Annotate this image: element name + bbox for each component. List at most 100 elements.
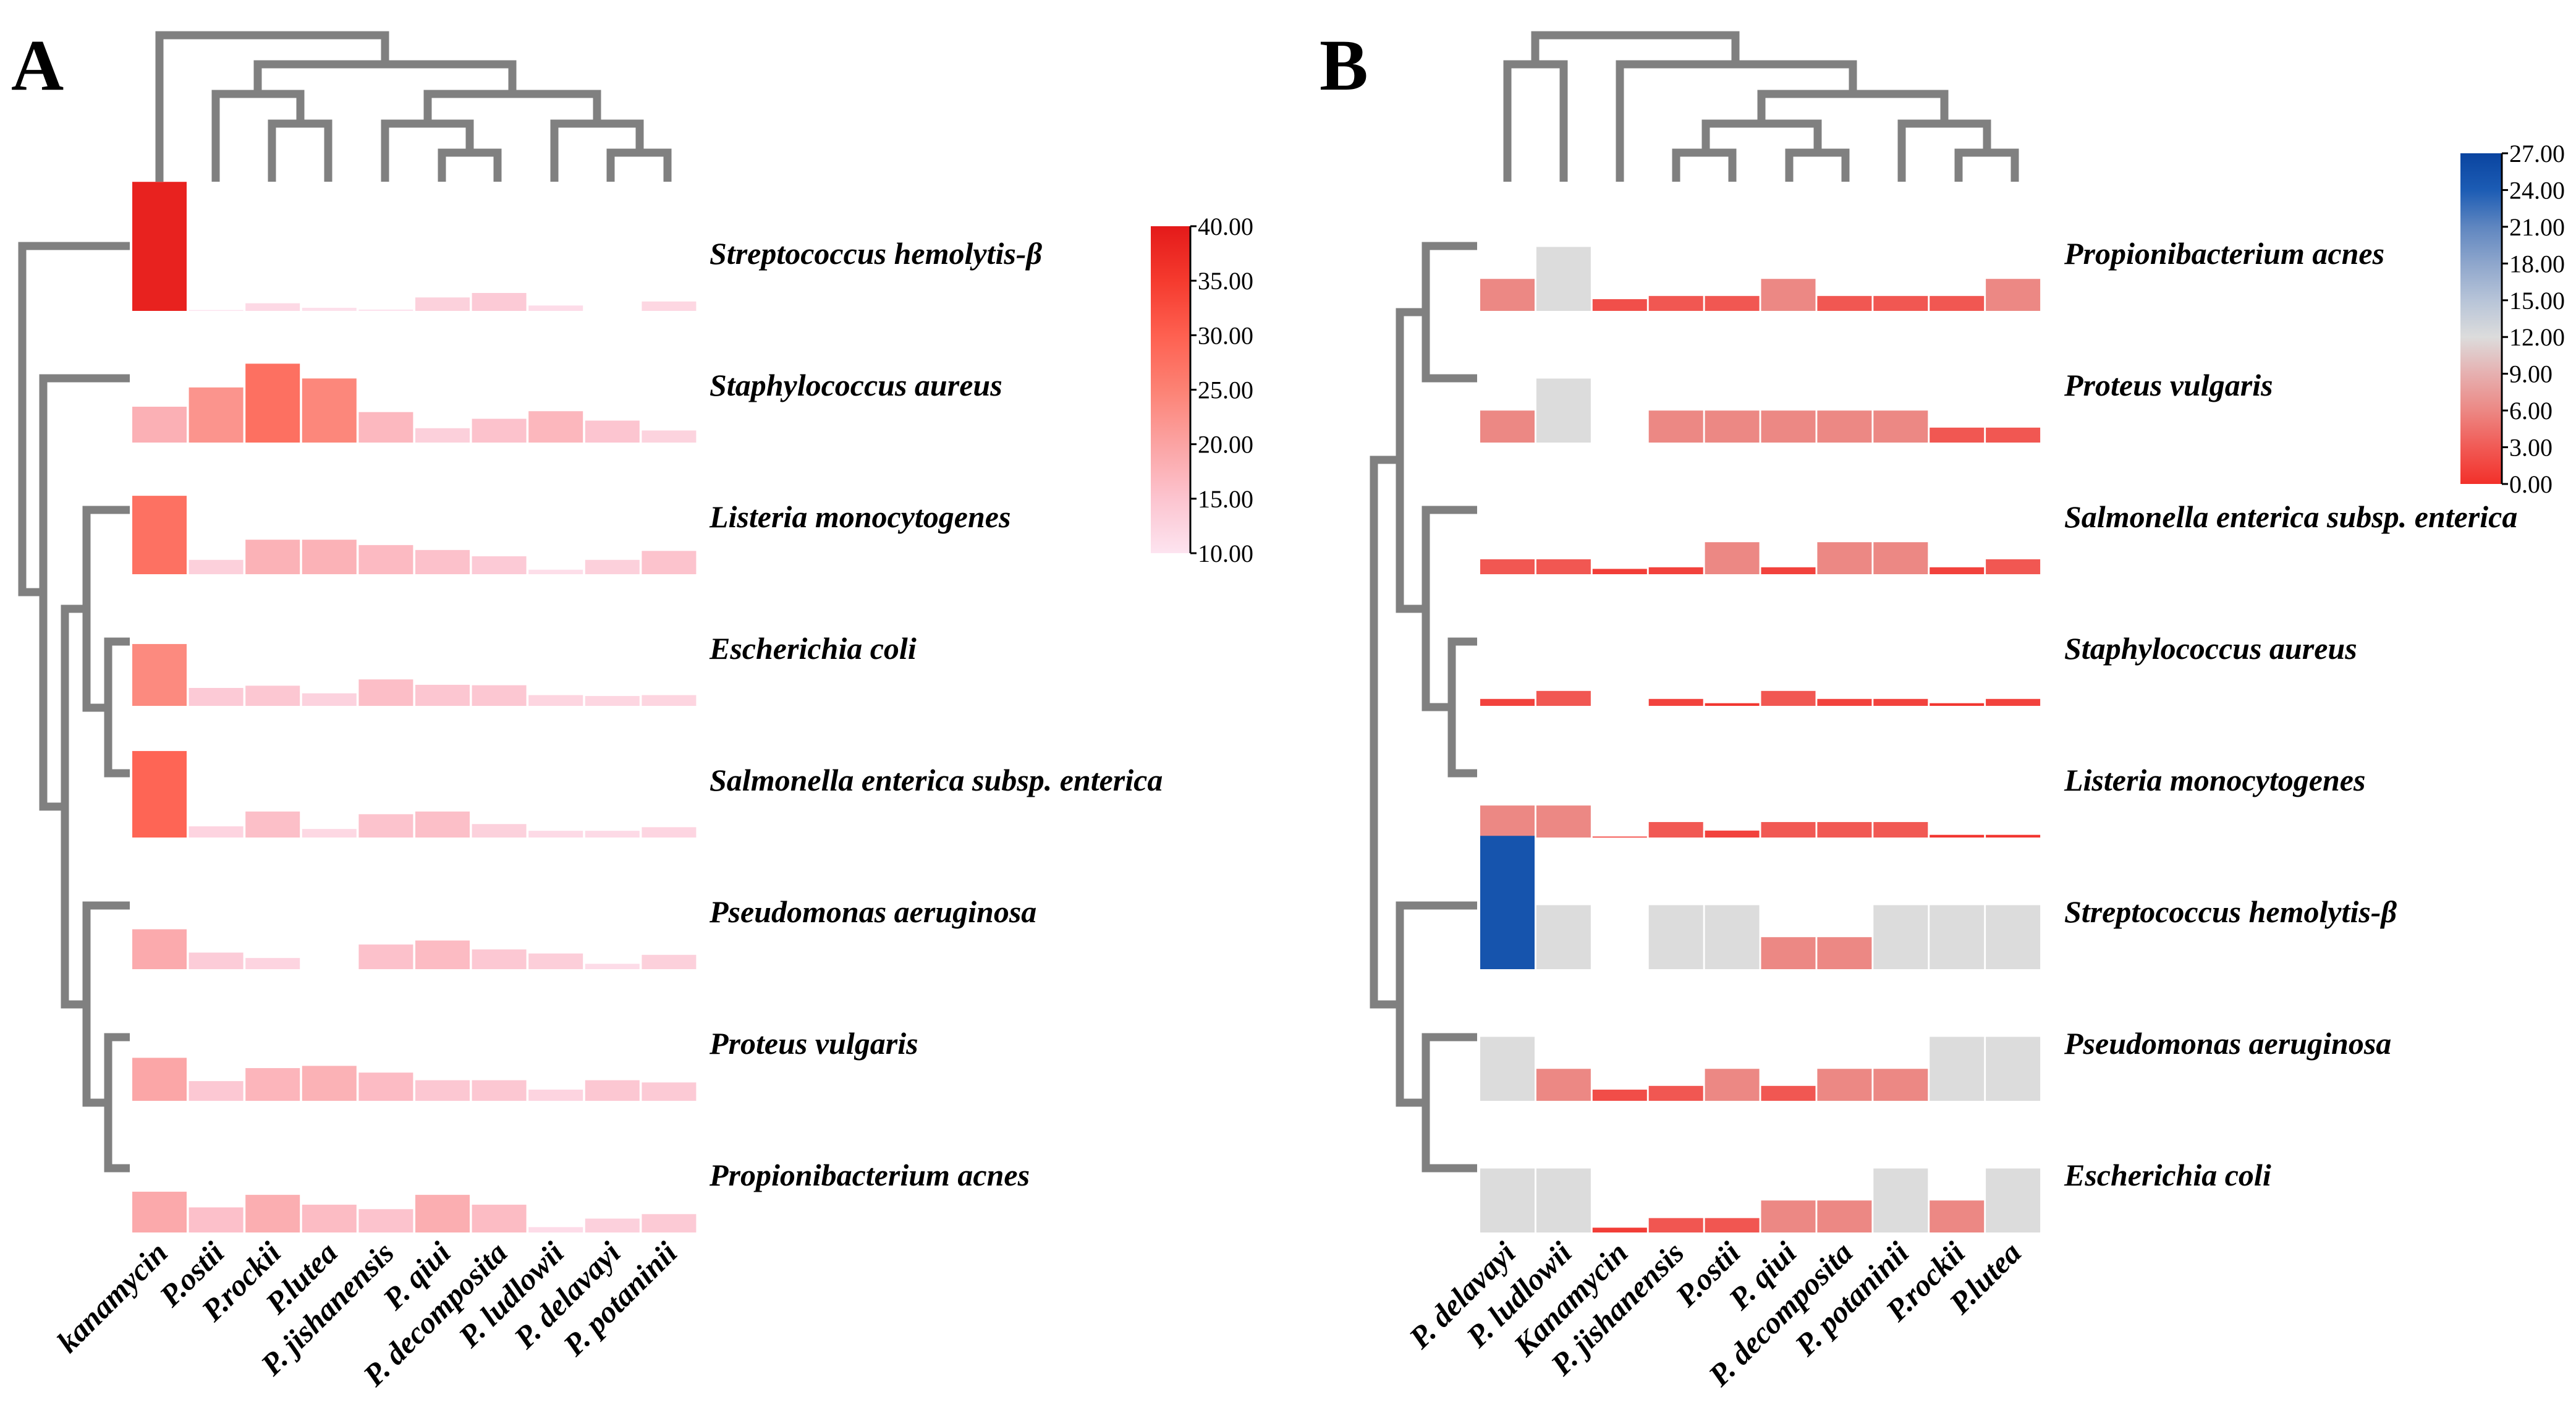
panel-b-row-dendrogram [1370, 242, 1477, 1173]
heatmap-row [132, 182, 697, 311]
heatmap-bar [415, 1195, 470, 1232]
dendro-branch [381, 119, 474, 182]
heatmap-bar [1873, 1168, 1928, 1232]
heatmap-bar [1930, 834, 1985, 838]
heatmap-bar [1705, 905, 1760, 969]
colorbar-gradient [1151, 226, 1190, 553]
heatmap-bar [1648, 1218, 1703, 1232]
heatmap-bar [245, 1068, 300, 1101]
heatmap-bar [1930, 567, 1985, 574]
heatmap-bar [472, 293, 527, 311]
heatmap-bar [1817, 821, 1872, 838]
dendro-branch [1396, 901, 1477, 1107]
heatmap-bar [132, 1192, 187, 1232]
dendro-branch [104, 637, 130, 778]
heatmap-bar [1592, 299, 1647, 311]
dendro-branch [423, 90, 601, 124]
heatmap-bar [358, 814, 413, 838]
colorbar-tick-label: 35.00 [1198, 267, 1253, 295]
heatmap-row [1480, 378, 2041, 443]
heatmap-row [132, 1058, 697, 1101]
row-label: Escherichia coli [709, 631, 917, 666]
heatmap-bar [472, 418, 527, 443]
row-label: Proteus vulgaris [709, 1026, 918, 1061]
row-label: Staphylococcus aureus [710, 368, 1002, 402]
heatmap-bar [1480, 805, 1535, 838]
heatmap-bar [1873, 295, 1928, 311]
heatmap-bar [1817, 1069, 1872, 1101]
heatmap-bar [1592, 569, 1647, 574]
heatmap-bar [642, 954, 697, 969]
heatmap-bar [245, 363, 300, 443]
heatmap-bar [528, 305, 583, 311]
heatmap-bar [528, 953, 583, 969]
panel-b-column-dendrogram [1503, 31, 2019, 182]
colorbar-tick-label: 18.00 [2509, 250, 2565, 278]
heatmap-bar [1648, 295, 1703, 311]
heatmap-bar [132, 751, 187, 838]
colorbar-tick-label: 6.00 [2509, 397, 2553, 425]
heatmap-bar [642, 551, 697, 574]
heatmap-bar [415, 684, 470, 706]
heatmap-bar [1705, 1069, 1760, 1101]
heatmap-bar [585, 964, 640, 969]
heatmap-bar [358, 412, 413, 443]
dendro-branch [211, 90, 305, 182]
heatmap-bar [1817, 1200, 1872, 1232]
heatmap-bar [1648, 698, 1703, 706]
heatmap-bar [1930, 1037, 1985, 1101]
dendro-branch [1897, 119, 1991, 182]
heatmap-bar [1986, 427, 2041, 443]
heatmap-row [1480, 805, 2041, 838]
heatmap-bar [1480, 698, 1535, 706]
heatmap-bar [472, 556, 527, 574]
colorbar-tick-label: 25.00 [1198, 376, 1253, 404]
heatmap-bar [472, 685, 527, 706]
colorbar-tick-label: 27.00 [2509, 140, 2565, 168]
colorbar-tick-label: 15.00 [2509, 287, 2565, 315]
dendro-branch [1396, 308, 1426, 613]
heatmap-bar [415, 549, 470, 574]
heatmap-bar [189, 310, 244, 311]
heatmap-bar [1480, 279, 1535, 311]
row-label: Propionibacterium acnes [709, 1158, 1030, 1192]
heatmap-bar [585, 831, 640, 838]
colorbar-tick-label: 0.00 [2509, 470, 2553, 498]
dendro-branch [1503, 60, 1568, 182]
dendro-branch [82, 506, 130, 712]
heatmap-bar [1705, 410, 1760, 443]
heatmap-bar [132, 407, 187, 443]
heatmap-row [132, 643, 697, 706]
heatmap-bar [415, 428, 470, 443]
heatmap-bar [1705, 295, 1760, 311]
heatmap-bar [528, 569, 583, 574]
heatmap-bar [1480, 1037, 1535, 1101]
heatmap-bar [1705, 830, 1760, 838]
row-label: Propionibacterium acnes [2064, 236, 2384, 271]
heatmap-bar [1873, 542, 1928, 574]
heatmap-bar [302, 829, 357, 838]
heatmap-bar [1536, 247, 1591, 311]
row-label: Proteus vulgaris [2064, 368, 2273, 402]
row-label: Escherichia coli [2064, 1158, 2271, 1192]
heatmap-row [1480, 542, 2041, 574]
panel-b-heatmap: Propionibacterium acnes Proteus vulgaris S… [1402, 140, 2565, 1393]
heatmap-bar [1930, 1200, 1985, 1232]
heatmap-bar [1761, 410, 1816, 443]
heatmap-bar [1986, 559, 2041, 574]
heatmap-bar [642, 1082, 697, 1101]
heatmap-bar [1873, 905, 1928, 969]
heatmap-bar [1761, 937, 1816, 969]
heatmap-bar [1705, 542, 1760, 574]
heatmap-bar [528, 1227, 583, 1232]
heatmap-bar [302, 693, 357, 706]
colorbar-tick-label: 12.00 [2509, 323, 2565, 351]
dendro-branch [1421, 1033, 1477, 1173]
heatmap-bar [585, 1080, 640, 1101]
heatmap-row [132, 929, 697, 969]
heatmap-bar [1592, 1089, 1647, 1101]
heatmap-bar [302, 1066, 357, 1101]
dendro-branch [268, 119, 333, 182]
heatmap-bar [1648, 1085, 1703, 1101]
